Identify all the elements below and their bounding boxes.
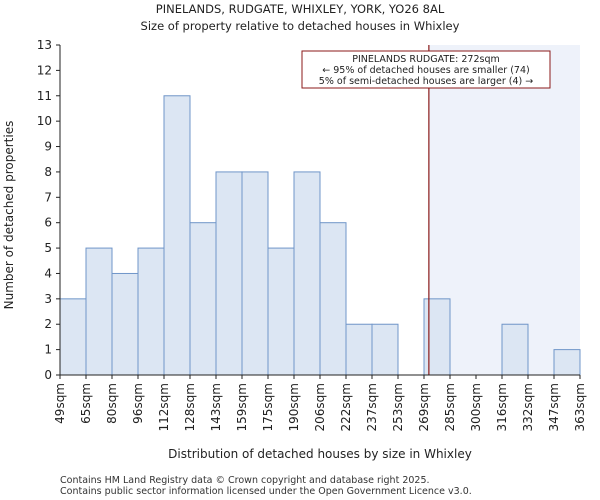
x-tick-label: 112sqm bbox=[157, 383, 171, 431]
x-tick-label: 222sqm bbox=[339, 383, 353, 431]
footer-line-1: Contains HM Land Registry data © Crown c… bbox=[60, 475, 430, 486]
x-tick-label: 253sqm bbox=[391, 383, 405, 431]
x-tick-label: 65sqm bbox=[79, 383, 93, 424]
y-tick-label: 3 bbox=[44, 292, 52, 306]
annotation-line-2: ← 95% of detached houses are smaller (74… bbox=[322, 65, 529, 76]
bar-269sqm bbox=[423, 298, 451, 376]
x-tick-label: 316sqm bbox=[495, 383, 509, 431]
bar-96sqm bbox=[137, 247, 165, 376]
bar-175sqm bbox=[267, 247, 295, 376]
bar-128sqm bbox=[189, 222, 217, 376]
y-tick-label: 10 bbox=[37, 114, 52, 128]
chart-title: PINELANDS, RUDGATE, WHIXLEY, YORK, YO26 … bbox=[156, 2, 445, 16]
x-tick-label: 300sqm bbox=[469, 383, 483, 431]
x-tick-label: 96sqm bbox=[131, 383, 145, 424]
y-tick-label: 4 bbox=[44, 266, 52, 280]
bar-143sqm bbox=[215, 171, 243, 376]
x-axis-label: Distribution of detached houses by size … bbox=[168, 447, 472, 461]
bar-316sqm bbox=[501, 323, 529, 376]
y-axis-label: Number of detached properties bbox=[2, 121, 16, 310]
y-tick-label: 11 bbox=[37, 89, 52, 103]
y-tick-label: 1 bbox=[44, 343, 52, 357]
bar-49sqm bbox=[59, 298, 87, 376]
x-tick-label: 175sqm bbox=[261, 383, 275, 431]
y-tick-label: 8 bbox=[44, 165, 52, 179]
x-tick-label: 206sqm bbox=[313, 383, 327, 431]
x-tick-label: 159sqm bbox=[235, 383, 249, 431]
y-tick-label: 2 bbox=[44, 317, 52, 331]
x-tick-label: 363sqm bbox=[573, 383, 587, 431]
x-tick-label: 49sqm bbox=[53, 383, 67, 424]
x-tick-label: 237sqm bbox=[365, 383, 379, 431]
y-tick-label: 12 bbox=[37, 63, 52, 77]
chart-subtitle: Size of property relative to detached ho… bbox=[141, 19, 460, 33]
annotation-line-3: 5% of semi-detached houses are larger (4… bbox=[319, 76, 533, 87]
y-tick-label: 6 bbox=[44, 216, 52, 230]
y-tick-label: 5 bbox=[44, 241, 52, 255]
x-tick-label: 190sqm bbox=[287, 383, 301, 431]
y-tick-label: 7 bbox=[44, 190, 52, 204]
bar-65sqm bbox=[85, 247, 113, 376]
annotation-line-1: PINELANDS RUDGATE: 272sqm bbox=[352, 54, 500, 65]
y-tick-label: 9 bbox=[44, 140, 52, 154]
x-tick-label: 128sqm bbox=[183, 383, 197, 431]
x-tick-label: 80sqm bbox=[105, 383, 119, 424]
annotation-box bbox=[301, 50, 551, 89]
y-tick-label: 0 bbox=[44, 368, 52, 382]
bar-237sqm bbox=[371, 323, 399, 376]
bar-190sqm bbox=[293, 171, 321, 376]
x-tick-label: 332sqm bbox=[521, 383, 535, 431]
highlight-region bbox=[428, 45, 580, 375]
bar-80sqm bbox=[111, 272, 139, 376]
bar-206sqm bbox=[319, 222, 347, 376]
bar-222sqm bbox=[345, 323, 373, 376]
x-tick-label: 143sqm bbox=[209, 383, 223, 431]
x-axis-ticks: 49sqm 65sqm 80sqm 96sqm 112sqm 128sqm 143sqm 15… bbox=[53, 375, 587, 431]
bar-347sqm bbox=[553, 349, 581, 376]
x-tick-label: 347sqm bbox=[547, 383, 561, 431]
bar-112sqm bbox=[163, 95, 191, 376]
bar-159sqm bbox=[241, 171, 269, 376]
x-tick-label: 269sqm bbox=[417, 383, 431, 431]
footer-line-2: Contains public sector information licen… bbox=[60, 486, 472, 497]
y-tick-label: 13 bbox=[37, 38, 52, 52]
x-tick-label: 285sqm bbox=[443, 383, 457, 431]
